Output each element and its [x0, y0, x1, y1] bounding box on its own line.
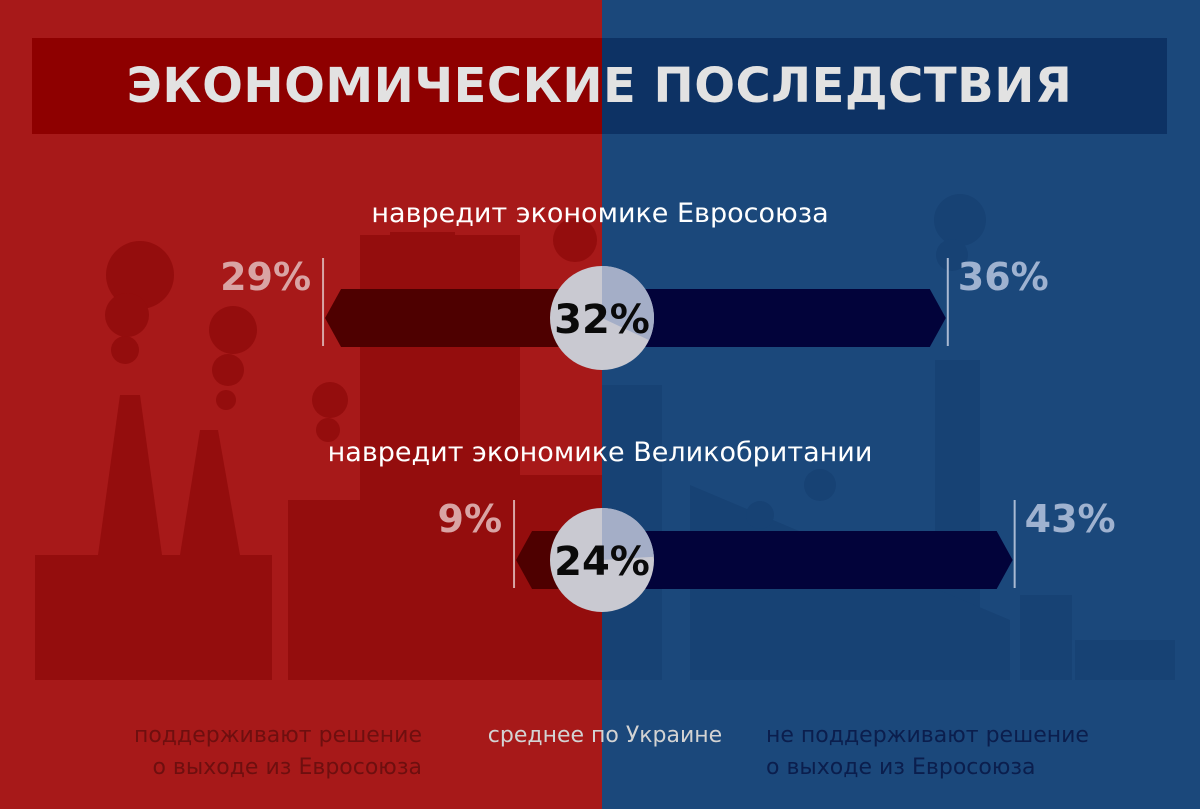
legend-opponents-line-1: не поддерживают решение — [766, 723, 1089, 748]
value-label-right-row-1: 36% — [958, 255, 1049, 299]
legend-supporters-line-2: о выходе из Евросоюза — [152, 755, 422, 780]
value-label-right-row-2: 43% — [1025, 497, 1116, 541]
bar-right-row-2 — [602, 531, 1013, 589]
value-label-average-row-2: 24% — [554, 539, 650, 585]
category-label-uk: навредит экономике Великобритании — [327, 437, 873, 468]
category-label-eu: навредит экономике Евросоюза — [371, 198, 829, 229]
value-label-left-row-1: 29% — [220, 255, 311, 299]
legend-supporters-line-1: поддерживают решение — [133, 723, 422, 748]
average-wedge-row-2 — [602, 508, 654, 560]
legend-average: среднее по Украине — [487, 723, 723, 748]
legend-supporters: поддерживают решение о выходе из Евросою… — [60, 720, 422, 784]
title-bar-left — [32, 38, 602, 134]
page-title: ЭКОНОМИЧЕСКИЕ ПОСЛЕДСТВИЯ — [126, 58, 1073, 114]
value-label-left-row-2: 9% — [438, 497, 503, 541]
value-label-average-row-1: 32% — [554, 297, 650, 343]
bar-right-row-1 — [602, 289, 946, 347]
bar-left-row-1 — [325, 289, 602, 347]
title-bar-right — [602, 38, 1167, 134]
legend-opponents-line-2: о выходе из Евросоюза — [766, 755, 1036, 780]
legend-opponents: не поддерживают решение о выходе из Евро… — [766, 720, 1166, 784]
average-wedge-row-1 — [602, 266, 655, 341]
